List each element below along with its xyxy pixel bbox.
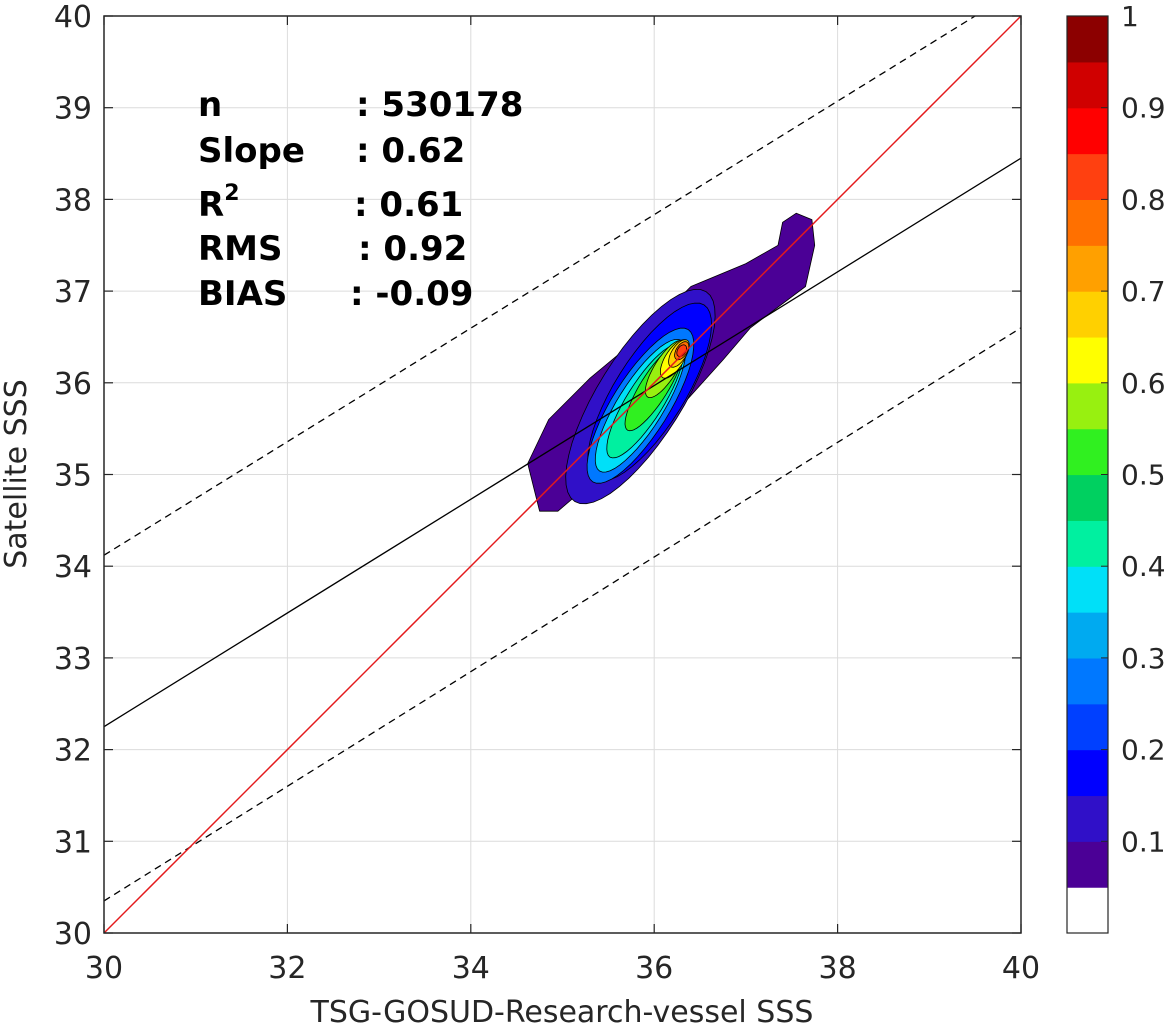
x-tick-labels: 30 32 34 36 38 40 [85,951,1040,986]
y-tick-label: 31 [54,825,92,860]
y-tick-label: 37 [54,275,92,310]
reference-lines [104,16,1021,933]
colorbar-segment [1067,703,1108,751]
colorbar-tick-labels: 0.1 0.2 0.3 0.4 0.5 0.6 0.7 0.8 0.9 1 [1101,0,1166,858]
colorbar-segment [1067,199,1108,246]
stat-slope-label: Slope [198,131,305,171]
y-tick-label: 34 [54,550,92,585]
identity-line [104,16,1021,933]
y-tick-label: 40 [54,0,92,35]
colorbar-segment [1067,428,1108,476]
colorbar-segment [1067,657,1108,705]
colorbar-segment [1067,749,1108,797]
x-tick-label: 32 [268,951,306,986]
colorbar [1066,15,1109,934]
x-tick-label: 40 [1002,951,1040,986]
colorbar-segment [1067,291,1108,338]
y-axis-label: Satellite SSS [0,379,34,569]
colorbar-segment [1067,795,1108,842]
colorbar-segment [1067,61,1108,109]
stats-box: n : 530178 Slope : 0.62 R2 : 0.61 RMS : … [198,85,523,314]
colorbar-segment [1067,612,1108,659]
colorbar-segment [1067,153,1108,200]
colorbar-tick-label: 0.3 [1121,642,1166,675]
x-axis-label: TSG-GOSUD-Research-vessel SSS [310,995,814,1028]
colorbar-segment [1067,841,1108,888]
stat-r2-letter: R [198,185,224,225]
regression-line [104,157,1021,728]
stat-r2-value: : 0.61 [354,185,463,225]
upper-bound-line [104,16,976,556]
colorbar-segment [1067,520,1108,567]
axis-ticks [103,15,1022,934]
colorbar-segment [1067,245,1108,292]
stat-rms-value: : 0.92 [358,229,467,269]
y-tick-label: 30 [54,917,92,952]
x-tick-label: 38 [819,951,857,986]
colorbar-tick-label: 0.9 [1121,92,1166,125]
colorbar-tick-label: 0.7 [1121,275,1166,308]
y-tick-label: 32 [54,734,92,769]
stat-n-label: n [198,85,222,125]
stat-n-value: : 530178 [356,85,523,125]
lower-bound-line [104,327,1021,902]
x-tick-label: 30 [85,951,123,986]
colorbar-tick-label: 0.5 [1121,459,1166,492]
stat-slope-value: : 0.62 [356,131,465,171]
colorbar-segment [1067,887,1108,934]
colorbar-segment [1067,336,1108,384]
stat-rms-label: RMS [198,229,283,269]
colorbar-segment [1067,16,1108,63]
colorbar-tick-label: 0.2 [1121,734,1166,767]
y-tick-label: 33 [54,642,92,677]
x-tick-label: 36 [635,951,673,986]
y-tick-label: 35 [54,459,92,494]
grid [103,15,1022,934]
y-tick-labels: 30 31 32 33 34 35 36 37 38 39 40 [54,0,92,952]
y-tick-label: 38 [54,183,92,218]
y-tick-label: 39 [54,92,92,127]
colorbar-tick-label: 0.6 [1121,367,1166,400]
colorbar-segment [1067,107,1108,155]
colorbar-tick-label: 0.8 [1121,183,1166,216]
stat-bias-label: BIAS [198,274,287,314]
colorbar-tick-label: 1 [1121,0,1139,33]
colorbar-segment [1067,566,1108,613]
stat-bias-value: : -0.09 [350,274,473,314]
stat-r2-sup: 2 [224,181,239,206]
x-tick-label: 34 [452,951,490,986]
y-tick-label: 36 [54,367,92,402]
colorbar-segment [1067,474,1108,521]
colorbar-tick-label: 0.1 [1121,825,1166,858]
colorbar-segment [1067,382,1108,430]
colorbar-tick-label: 0.4 [1121,550,1166,583]
stat-r2-label: R2 [198,181,240,225]
